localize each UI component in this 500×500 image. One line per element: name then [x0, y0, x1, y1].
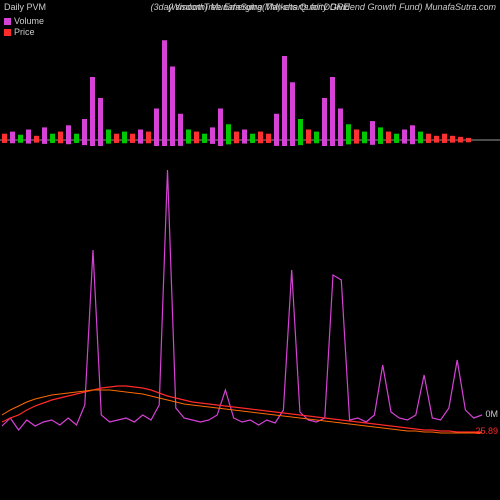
volume-bar	[362, 132, 367, 140]
volume-bar	[466, 138, 471, 140]
volume-bar	[82, 119, 87, 140]
volume-bar	[314, 132, 319, 140]
volume-bar	[394, 134, 399, 140]
volume-bar	[242, 130, 247, 141]
volume-bar	[26, 130, 31, 141]
volume-bar	[154, 109, 159, 141]
volume-bar	[258, 132, 263, 140]
volume-bar	[202, 134, 207, 140]
chart-header: Daily PVM (3day smooth) MunafaSutra(TM) …	[0, 2, 500, 16]
volume-bar	[42, 127, 47, 140]
line-chart: 0M 25.89	[0, 160, 500, 460]
volume-bar	[426, 134, 431, 140]
volume-bar	[338, 109, 343, 141]
volume-bar	[442, 134, 447, 140]
volume-bar	[234, 132, 239, 140]
volume-bar	[50, 134, 55, 140]
legend-volume: Volume	[4, 16, 44, 27]
price-line-2	[2, 390, 482, 433]
volume-bar	[282, 56, 287, 140]
volume-bar	[74, 134, 79, 140]
volume-bar	[66, 125, 71, 140]
volume-bar	[274, 114, 279, 140]
volume-bar	[410, 125, 415, 140]
volume-bar	[186, 130, 191, 141]
volume-bar	[162, 40, 167, 140]
volume-bar	[290, 82, 295, 140]
volume-bar	[122, 132, 127, 140]
volume-bar	[298, 119, 303, 140]
volume-bar	[210, 127, 215, 140]
volume-bar	[386, 132, 391, 140]
volume-bar	[458, 137, 463, 140]
volume-bar	[226, 124, 231, 140]
header-right: (WisdomTree Emerging Markets Quality Div…	[168, 2, 496, 12]
volume-bar	[346, 124, 351, 140]
volume-bar	[194, 132, 199, 140]
volume-bar	[450, 136, 455, 140]
volume-line	[2, 170, 482, 430]
volume-bar	[106, 130, 111, 141]
volume-bar	[434, 136, 439, 140]
volume-bar	[330, 77, 335, 140]
header-left: Daily PVM	[4, 2, 46, 12]
volume-bar	[170, 67, 175, 141]
volume-bar	[130, 134, 135, 140]
volume-bar	[354, 130, 359, 141]
volume-bar	[250, 134, 255, 140]
volume-bar	[402, 130, 407, 141]
volume-bar	[2, 134, 7, 140]
volume-bar	[178, 114, 183, 140]
volume-bar	[218, 109, 223, 141]
volume-bar	[306, 130, 311, 141]
volume-bar	[58, 132, 63, 140]
volume-bar	[266, 134, 271, 140]
volume-bar	[418, 132, 423, 140]
volume-bar	[138, 130, 143, 141]
volume-line-end-label: 0M	[485, 409, 498, 419]
volume-bar	[370, 121, 375, 140]
legend-volume-swatch	[4, 18, 11, 25]
legend-volume-label: Volume	[14, 16, 44, 27]
volume-bar	[146, 132, 151, 140]
volume-bar	[90, 77, 95, 140]
volume-bar	[34, 136, 39, 140]
volume-bar	[114, 134, 119, 140]
price-line	[2, 386, 482, 432]
volume-chart	[0, 30, 500, 160]
volume-bar	[322, 98, 327, 140]
volume-bar	[378, 127, 383, 140]
volume-bar	[18, 135, 23, 140]
volume-bar	[10, 132, 15, 140]
volume-bar	[98, 98, 103, 140]
price-line-end-label: 25.89	[475, 426, 498, 436]
